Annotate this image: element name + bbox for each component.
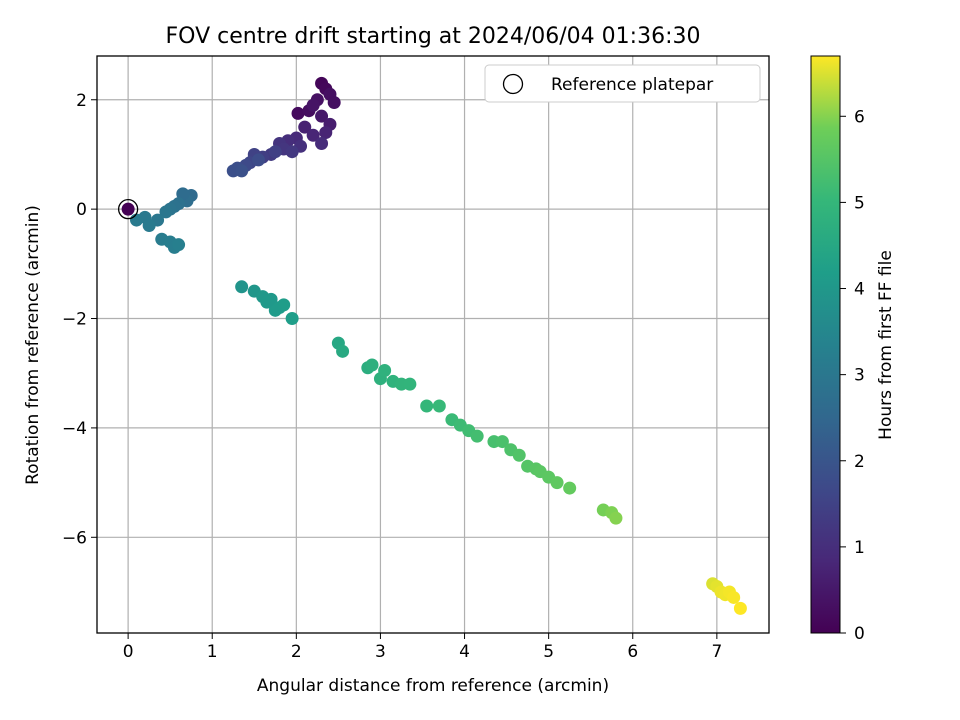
colorbar-ticks: 0 1 2 3 4 5 6 [840,107,865,644]
data-point [121,202,135,216]
data-point [176,187,190,201]
colorbar-tick-label: 1 [854,538,865,558]
x-tick-label: 7 [711,642,722,662]
data-point [733,601,747,615]
data-point [378,363,392,377]
data-point [285,145,299,159]
legend: Reference platepar [484,64,761,103]
x-axis-label: Angular distance from reference (arcmin) [257,676,609,696]
data-point [306,98,320,112]
x-tick-label: 6 [627,642,638,662]
y-axis-ticks: −6 −4 −2 0 2 [62,91,97,548]
data-point [403,377,417,391]
x-tick-label: 1 [207,642,218,662]
x-tick-label: 5 [543,642,554,662]
y-tick-label: −2 [62,310,87,330]
data-point [495,435,509,449]
data-point [470,429,484,443]
grid-lines [97,56,769,633]
data-point [319,126,333,140]
data-point [609,511,623,525]
data-point [130,213,144,227]
data-point [159,205,173,219]
data-point [172,238,186,252]
data-point [268,145,282,159]
data-point [420,399,434,413]
y-tick-label: −6 [62,528,87,548]
colorbar-label: Hours from first FF file [876,250,896,440]
y-tick-label: 2 [76,91,87,111]
y-tick-label: −4 [62,419,87,439]
data-point [251,153,265,167]
colorbar-tick-label: 0 [854,624,865,644]
colorbar-tick-label: 5 [854,193,865,213]
data-point [298,120,312,134]
x-tick-label: 4 [459,642,470,662]
data-point [268,303,282,317]
colorbar-gradient [810,55,841,634]
colorbar: 0 1 2 3 4 5 6 Hours from first FF file [810,55,896,644]
x-tick-label: 0 [123,642,134,662]
x-tick-label: 3 [375,642,386,662]
data-point [291,106,305,120]
y-tick-label: 0 [76,200,87,220]
data-point [306,128,320,142]
legend-marker [502,73,524,95]
colorbar-tick-label: 2 [854,452,865,472]
data-point [512,448,526,462]
colorbar-tick-label: 4 [854,280,865,300]
data-point [285,312,299,326]
data-point [327,95,341,109]
y-axis-label: Rotation from reference (arcmin) [23,205,43,485]
colorbar-tick-label: 3 [854,366,865,386]
plot-frame [96,55,770,634]
legend-box [484,64,761,103]
data-point [550,476,564,490]
data-point [235,164,249,178]
data-point [235,280,249,294]
data-point [315,109,329,123]
chart-title: FOV centre drift starting at 2024/06/04 … [166,24,701,49]
data-point [727,590,741,604]
colorbar-tick-label: 6 [854,107,865,127]
scatter-points [117,76,747,615]
data-point [315,137,329,151]
data-point [336,344,350,358]
data-point [563,481,577,495]
reference-marker [117,198,139,220]
x-tick-label: 2 [291,642,302,662]
data-point [432,399,446,413]
data-point [260,295,274,309]
x-axis-ticks: 0 1 2 3 4 5 6 7 [123,633,722,662]
legend-label: Reference platepar [551,75,713,95]
data-point [142,219,156,233]
data-point [365,358,379,372]
